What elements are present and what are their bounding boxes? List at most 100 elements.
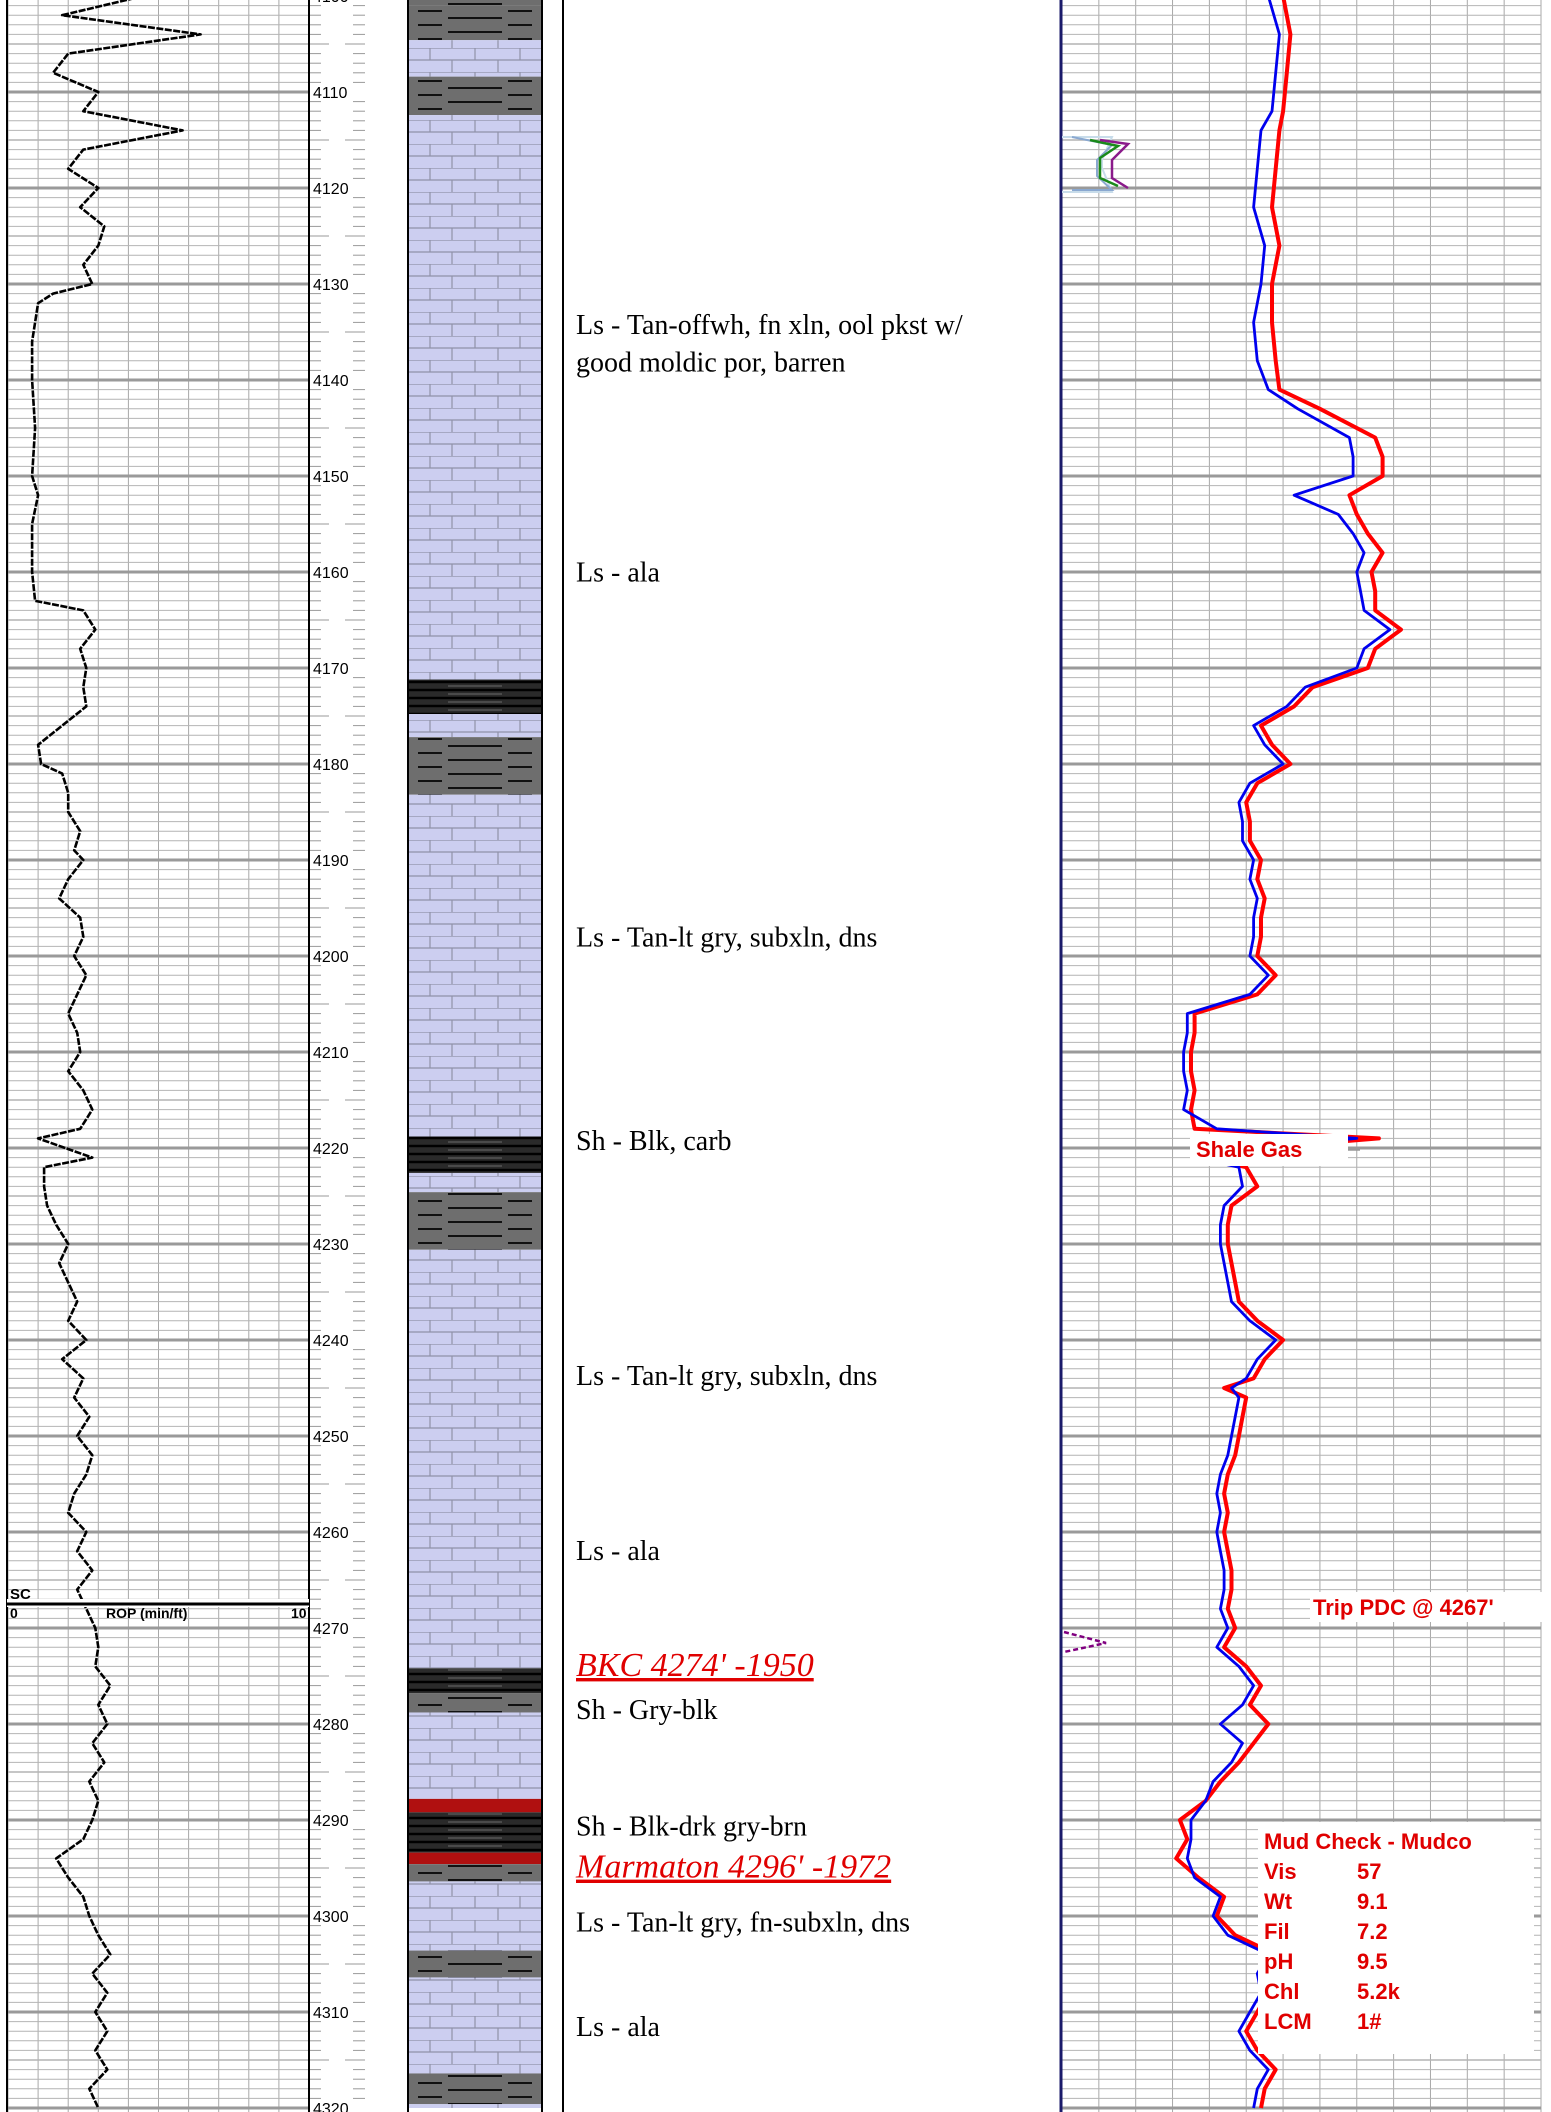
depth-label: 4150 [313, 469, 349, 486]
lithology-interval-shale-black [408, 679, 542, 715]
lithology-interval-limestone [408, 714, 542, 738]
lithology-description: Ls - Tan-offwh, fn xln, ool pkst w/ [576, 310, 963, 341]
mud-check-label-ph: pH [1264, 1949, 1293, 1974]
mud-check-title: Mud Check - Mudco [1264, 1829, 1472, 1854]
rop-marker-label: SC [10, 1586, 31, 1603]
depth-label: 4180 [313, 757, 349, 774]
trip-annotation: Trip PDC @ 4267' [1310, 1592, 1542, 1622]
depth-label: 4240 [313, 1333, 349, 1350]
depth-label: 4270 [313, 1621, 349, 1638]
lithology-description: Sh - Gry-blk [576, 1695, 718, 1726]
lithology-interval-shale-black [408, 1136, 542, 1173]
depth-label: 4190 [313, 853, 349, 870]
lithology-interval-limestone [408, 1977, 542, 2074]
lithology-interval-shale-red [408, 1852, 542, 1865]
lithology-interval-shale-gray [408, 737, 542, 795]
lithology-description: Ls - Tan-lt gry, subxln, dns [576, 922, 877, 953]
lithology-interval-shale-black [408, 1668, 542, 1694]
depth-label: 4100 [313, 0, 349, 6]
depth-label: 4320 [313, 2101, 349, 2112]
mud-check-box: Mud Check - Mudco Vis 57 Wt 9.1 Fil 7.2 … [1258, 1822, 1534, 2054]
mud-check-value-chl: 5.2k [1357, 1979, 1401, 2004]
gas-marker-stroke-3 [1089, 138, 1122, 188]
rop-scale-header: SC 0 ROP (min/ft) 10 [7, 1586, 309, 1621]
lithology-interval-shale-gray [408, 1693, 542, 1713]
lithology-description: Ls - ala [576, 1536, 661, 1567]
rop-scale-label: ROP (min/ft) [106, 1605, 187, 1621]
depth-label: 4110 [313, 85, 348, 102]
lithology-interval-limestone [408, 1712, 542, 1799]
lithology-interval-shale-gray [408, 1192, 542, 1250]
depth-label: 4170 [313, 661, 349, 678]
depth-scale: 4100 4110 4120 4130 4140 4150 4160 4170 4180 4190… [313, 0, 349, 2112]
depth-label: 4280 [313, 1717, 349, 1734]
lithology-description: Ls - Tan-lt gry, subxln, dns [576, 1361, 877, 1392]
depth-label: 4200 [313, 949, 349, 966]
lithology-interval-shale-black [408, 1812, 542, 1853]
lithology-interval-limestone [408, 115, 542, 680]
depth-label: 4260 [313, 1525, 349, 1542]
depth-label: 4210 [313, 1045, 349, 1062]
track-borders [6, 0, 1063, 2112]
trip-chevron-marker [1063, 1630, 1107, 1654]
gas-track [1174, 0, 1403, 2109]
trip-label: Trip PDC @ 4267' [1313, 1595, 1494, 1620]
formation-top: BKC 4274' -1950 [576, 1647, 814, 1684]
mud-check-label-wt: Wt [1264, 1889, 1293, 1914]
depth-label: 4300 [313, 1909, 349, 1926]
formation-top: Marmaton 4296' -1972 [575, 1849, 891, 1886]
gas-marker-stroke-1 [1062, 136, 1114, 193]
depth-label: 4290 [313, 1813, 349, 1830]
gas-marker-stroke-4 [1099, 138, 1131, 190]
depth-label: 4130 [313, 277, 349, 294]
lithology-interval-limestone [408, 1881, 542, 1951]
lithology-interval-shale-gray [408, 1864, 542, 1882]
lithology-interval-shale-gray [408, 0, 542, 6]
depth-label: 4250 [313, 1429, 349, 1446]
lithology-description: Sh - Blk-drk gry-brn [576, 1811, 807, 1842]
depth-label: 4230 [313, 1237, 349, 1254]
lithology-description: Ls - ala [576, 558, 661, 589]
rop-track [30, 0, 202, 2109]
mud-check-value-wt: 9.1 [1357, 1889, 1388, 1914]
lithology-interval-limestone [408, 1249, 542, 1669]
lithology-interval-limestone [408, 1172, 542, 1193]
mud-check-label-lcm: LCM [1264, 2009, 1312, 2034]
depth-label: 4220 [313, 1141, 349, 1158]
lithology-description: good moldic por, barren [576, 347, 845, 378]
lithology-interval-shale-gray [408, 1950, 542, 1978]
depth-label: 4120 [313, 181, 349, 198]
lithology-description: Sh - Blk, carb [576, 1126, 732, 1157]
shale-gas-label-bg [1190, 1134, 1348, 1166]
lithology-interval-limestone [408, 40, 542, 77]
rop-curve [30, 0, 202, 2109]
depth-label: 4160 [313, 565, 349, 582]
depth-label: 4310 [313, 2005, 349, 2022]
mud-check-bg [1258, 1822, 1534, 2054]
lithology-description: Ls - Tan-lt gry, fn-subxln, dns [576, 1907, 910, 1938]
gas-sample-marker [1062, 136, 1131, 193]
lithology-interval-limestone [408, 794, 542, 1137]
mud-check-label-fil: Fil [1264, 1919, 1290, 1944]
shale-gas-annotation: Shale Gas [1190, 1134, 1360, 1166]
lithology-interval-limestone [408, 2104, 542, 2108]
gas-marker-stroke-2 [1071, 136, 1115, 191]
mud-check-value-lcm: 1# [1357, 2009, 1381, 2034]
lithology-description: Ls - ala [576, 2012, 661, 2043]
lithology-interval-shale-gray [408, 2073, 542, 2105]
descriptions-track: Ls - Tan-offwh, fn xln, ool pkst w/good … [575, 310, 963, 2043]
lithology-interval-shale-gray [408, 5, 542, 41]
mud-check-value-ph: 9.5 [1357, 1949, 1388, 1974]
rop-scale-min: 0 [10, 1605, 18, 1621]
shale-gas-label: Shale Gas [1196, 1137, 1302, 1162]
depth-label: 4140 [313, 373, 349, 390]
lithology-interval-shale-red [408, 1798, 542, 1813]
lithology-track [408, 0, 542, 2108]
mud-check-value-vis: 57 [1357, 1859, 1381, 1884]
rop-scale-max: 10 [291, 1605, 307, 1621]
trip-label-bg [1310, 1592, 1542, 1622]
mud-check-label-vis: Vis [1264, 1859, 1297, 1884]
lithology-interval-shale-gray [408, 76, 542, 116]
mud-check-label-chl: Chl [1264, 1979, 1299, 2004]
